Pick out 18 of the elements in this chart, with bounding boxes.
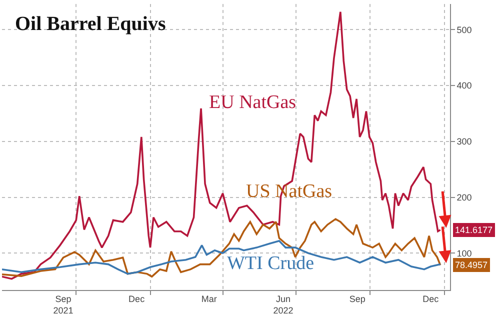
- annotation: 78.4957: [455, 260, 488, 270]
- y-tick-label: 500: [456, 24, 472, 35]
- chart-title: Oil Barrel Equivs: [15, 13, 166, 35]
- series-label: WTI Crude: [227, 253, 314, 274]
- y-tick-label: 300: [456, 136, 472, 147]
- line-series: [2, 218, 442, 278]
- x-tick-label: Sep: [349, 294, 366, 304]
- x-tick-label: Sep 2021: [53, 294, 74, 316]
- y-tick-label: 100: [456, 248, 472, 258]
- y-tick-label: 400: [456, 80, 472, 91]
- line-series: [2, 10, 442, 280]
- annotation: 141.6177: [455, 225, 493, 235]
- series-label: EU NatGas: [209, 92, 296, 113]
- x-tick-label: Mar: [201, 294, 217, 304]
- x-tick-label: Dec: [128, 294, 146, 304]
- x-tick-label: Dec: [422, 294, 440, 304]
- x-tick-label: Jun 2022: [273, 294, 294, 316]
- y-tick-label: 200: [456, 192, 472, 202]
